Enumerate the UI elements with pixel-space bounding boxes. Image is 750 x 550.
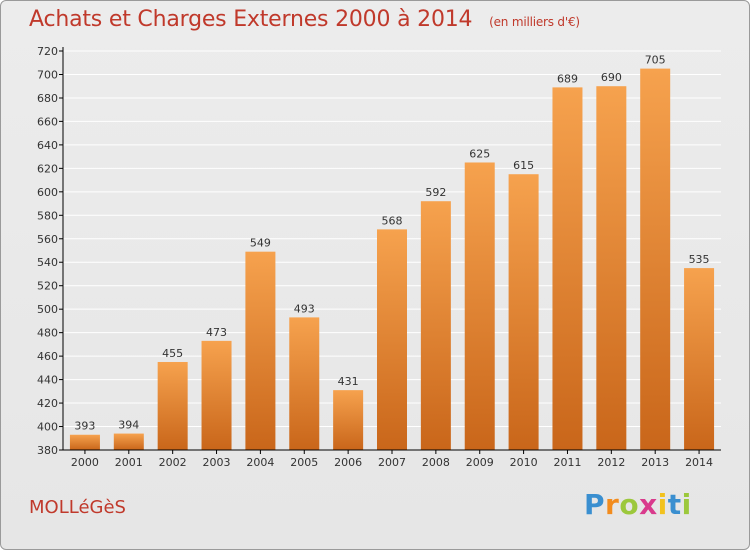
x-tick-label: 2008 [422, 456, 450, 469]
data-label: 568 [382, 214, 403, 227]
bar [289, 317, 320, 450]
data-label: 705 [645, 54, 666, 67]
bar [201, 340, 232, 450]
bar [552, 87, 583, 451]
x-tick-label: 2003 [203, 456, 231, 469]
x-tick-label: 2001 [115, 456, 143, 469]
bar [113, 433, 144, 450]
x-tick-label: 2014 [685, 456, 713, 469]
chart-unit: (en milliers d'€) [489, 15, 580, 29]
data-label: 455 [162, 347, 183, 360]
y-tick-label: 640 [37, 139, 58, 152]
chart-title-text: Achats et Charges Externes 2000 à 2014 [29, 7, 473, 32]
bar [464, 162, 495, 450]
bar [596, 86, 627, 451]
proxiti-logo: Proxiti [584, 488, 692, 521]
bar [640, 68, 671, 451]
chart-title: Achats et Charges Externes 2000 à 2014 (… [29, 7, 580, 32]
y-tick-label: 720 [37, 45, 58, 58]
data-label: 393 [74, 420, 95, 433]
y-tick-label: 460 [37, 350, 58, 363]
bar [508, 174, 539, 450]
data-label: 473 [206, 326, 227, 339]
data-label: 615 [513, 159, 534, 172]
y-tick-label: 600 [37, 186, 58, 199]
y-tick-label: 500 [37, 303, 58, 316]
bar [333, 390, 364, 450]
data-label: 431 [338, 375, 359, 388]
x-tick-label: 2010 [510, 456, 538, 469]
logo-letter: o [619, 488, 640, 521]
y-tick-label: 400 [37, 421, 58, 434]
logo-letter: t [667, 488, 682, 521]
y-tick-label: 700 [37, 68, 58, 81]
y-tick-label: 580 [37, 209, 58, 222]
data-label: 592 [425, 186, 446, 199]
x-tick-label: 2002 [159, 456, 187, 469]
data-label: 690 [601, 71, 622, 84]
y-tick-label: 540 [37, 256, 58, 269]
x-tick-label: 2005 [290, 456, 318, 469]
x-tick-label: 2013 [641, 456, 669, 469]
bar [684, 268, 715, 450]
data-label: 549 [250, 237, 271, 250]
y-tick-label: 480 [37, 327, 58, 340]
y-tick-label: 680 [37, 92, 58, 105]
x-tick-label: 2004 [246, 456, 274, 469]
bar [420, 201, 451, 450]
logo-letter: x [639, 488, 658, 521]
bar [157, 361, 188, 450]
data-label: 394 [118, 419, 139, 432]
y-tick-label: 560 [37, 233, 58, 246]
x-tick-label: 2009 [466, 456, 494, 469]
bar [377, 229, 407, 450]
commune-name: MOLLéGèS [29, 497, 126, 518]
x-tick-label: 2007 [378, 456, 406, 469]
y-tick-label: 520 [37, 280, 58, 293]
data-label: 493 [294, 302, 315, 315]
logo-letter: i [657, 488, 668, 521]
y-tick-label: 440 [37, 374, 58, 387]
logo-letter: P [584, 488, 606, 521]
x-tick-label: 2006 [334, 456, 362, 469]
data-label: 689 [557, 72, 578, 85]
logo-letter: r [605, 488, 620, 521]
data-label: 535 [689, 253, 710, 266]
bar [245, 251, 276, 450]
y-tick-label: 660 [37, 115, 58, 128]
y-tick-label: 380 [37, 444, 58, 457]
y-tick-label: 620 [37, 162, 58, 175]
logo-letter: i [681, 488, 692, 521]
data-label: 625 [469, 147, 490, 160]
bar [69, 434, 100, 450]
x-tick-label: 2000 [71, 456, 99, 469]
x-tick-label: 2012 [597, 456, 625, 469]
x-tick-label: 2011 [553, 456, 581, 469]
y-tick-label: 420 [37, 397, 58, 410]
